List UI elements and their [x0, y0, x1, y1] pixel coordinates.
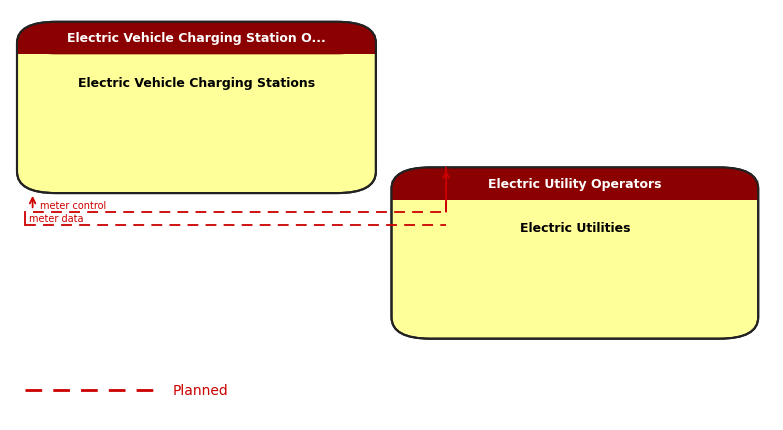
- FancyBboxPatch shape: [392, 168, 758, 339]
- FancyBboxPatch shape: [17, 23, 376, 194]
- FancyBboxPatch shape: [392, 168, 758, 200]
- Text: Planned: Planned: [173, 383, 229, 397]
- Text: Electric Utilities: Electric Utilities: [520, 222, 630, 235]
- Text: Electric Vehicle Charging Station O...: Electric Vehicle Charging Station O...: [67, 32, 326, 45]
- Text: Electric Utility Operators: Electric Utility Operators: [488, 177, 662, 190]
- Text: meter control: meter control: [41, 200, 106, 210]
- FancyBboxPatch shape: [17, 23, 376, 55]
- Bar: [392, 183, 758, 200]
- Text: Electric Vehicle Charging Stations: Electric Vehicle Charging Stations: [78, 77, 315, 89]
- Text: meter data: meter data: [29, 213, 83, 223]
- Bar: [17, 37, 376, 55]
